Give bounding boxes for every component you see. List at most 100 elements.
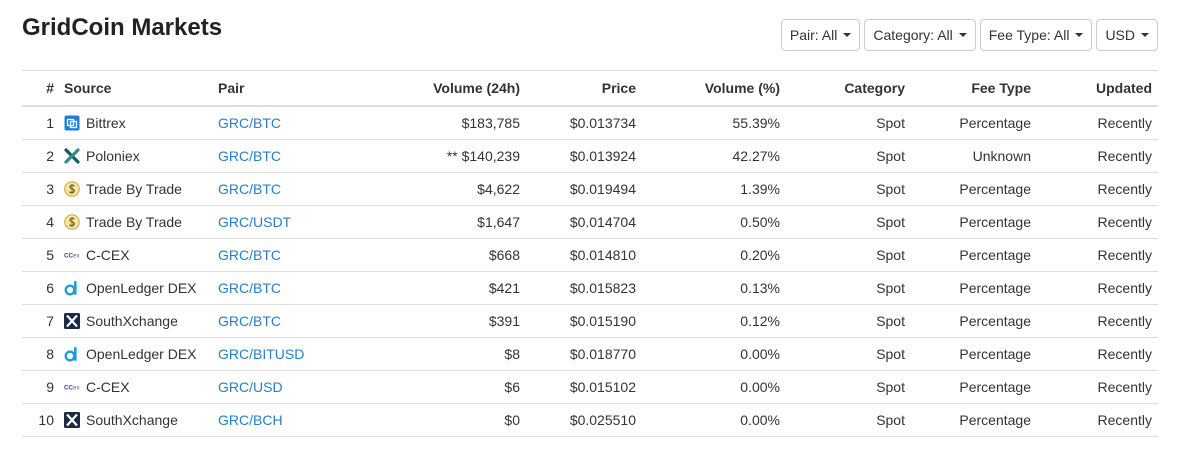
fee-type-filter-dropdown[interactable]: Fee Type: All (979, 19, 1093, 51)
category-cell: Spot (786, 205, 911, 239)
fee-type-cell: Unknown (911, 139, 1037, 173)
volume-cell: $0 (324, 403, 526, 437)
volume-pct-cell: 55.39% (642, 106, 786, 140)
pair-filter-dropdown[interactable]: Pair: All (780, 19, 861, 51)
header-volume-pct[interactable]: Volume (%) (642, 70, 786, 107)
table-row: 10 SouthXchange GRC/BCH $0 $0.025510 0.0… (22, 403, 1158, 437)
table-row: 9 CC ex C-CEX GRC/USD $6 $0.015102 0.00% … (22, 370, 1158, 404)
price-cell: $0.018770 (526, 337, 642, 371)
pair-link[interactable]: GRC/BTC (218, 313, 281, 329)
rank-cell: 1 (22, 106, 58, 140)
fee-type-cell: Percentage (911, 304, 1037, 338)
openledger-icon (64, 280, 80, 296)
volume-pct-cell: 0.00% (642, 337, 786, 371)
pair-link[interactable]: GRC/BTC (218, 280, 281, 296)
category-cell: Spot (786, 172, 911, 206)
pair-cell: GRC/BTC (212, 238, 324, 272)
rank-cell: 10 (22, 403, 58, 437)
trade-by-trade-icon (64, 214, 80, 230)
header-price[interactable]: Price (526, 70, 642, 107)
svg-text:CC: CC (64, 385, 74, 392)
source-cell: SouthXchange (58, 403, 212, 437)
fee-type-cell: Percentage (911, 172, 1037, 206)
table-row: 2 Poloniex GRC/BTC ** $140,239 $0.013924… (22, 139, 1158, 173)
source-name: OpenLedger DEX (86, 280, 197, 296)
caret-down-icon (958, 33, 967, 37)
category-filter-label: Category: All (873, 27, 953, 43)
rank-cell: 9 (22, 370, 58, 404)
source-cell: Trade By Trade (58, 205, 212, 239)
volume-pct-cell: 0.00% (642, 370, 786, 404)
updated-cell: Recently (1037, 403, 1158, 437)
category-cell: Spot (786, 370, 911, 404)
volume-cell: $421 (324, 271, 526, 305)
updated-cell: Recently (1037, 238, 1158, 272)
caret-down-icon (843, 33, 852, 37)
fee-type-cell: Percentage (911, 238, 1037, 272)
openledger-icon (64, 346, 80, 362)
header-rank[interactable]: # (22, 70, 58, 107)
pair-link[interactable]: GRC/BTC (218, 148, 281, 164)
category-cell: Spot (786, 304, 911, 338)
pair-cell: GRC/BITUSD (212, 337, 324, 371)
volume-cell: $8 (324, 337, 526, 371)
pair-link[interactable]: GRC/USDT (218, 214, 292, 230)
markets-table: # Source Pair Volume (24h) Price Volume … (22, 70, 1158, 437)
pair-link[interactable]: GRC/BTC (218, 181, 281, 197)
pair-link[interactable]: GRC/BTC (218, 247, 281, 263)
table-header-row: # Source Pair Volume (24h) Price Volume … (22, 70, 1158, 107)
pair-link[interactable]: GRC/BTC (218, 115, 281, 131)
fee-type-cell: Percentage (911, 370, 1037, 404)
c-cex-icon: CC ex (64, 247, 81, 263)
header-source[interactable]: Source (58, 70, 212, 107)
volume-pct-cell: 0.13% (642, 271, 786, 305)
price-cell: $0.015102 (526, 370, 642, 404)
pair-link[interactable]: GRC/USD (218, 379, 283, 395)
rank-cell: 5 (22, 238, 58, 272)
updated-cell: Recently (1037, 106, 1158, 140)
pair-cell: GRC/BTC (212, 139, 324, 173)
pair-link[interactable]: GRC/BITUSD (218, 346, 305, 362)
fee-type-filter-label: Fee Type: All (988, 27, 1070, 43)
volume-cell: $4,622 (324, 172, 526, 206)
table-row: 5 CC ex C-CEX GRC/BTC $668 $0.014810 0.20… (22, 238, 1158, 272)
pair-cell: GRC/BCH (212, 403, 324, 437)
updated-cell: Recently (1037, 304, 1158, 338)
volume-cell: ** $140,239 (324, 139, 526, 173)
price-cell: $0.013924 (526, 139, 642, 173)
pair-cell: GRC/BTC (212, 172, 324, 206)
table-row: 7 SouthXchange GRC/BTC $391 $0.015190 0.… (22, 304, 1158, 338)
volume-cell: $1,647 (324, 205, 526, 239)
pair-filter-label: Pair: All (789, 27, 838, 43)
currency-dropdown[interactable]: USD (1096, 19, 1158, 51)
volume-cell: $6 (324, 370, 526, 404)
volume-cell: $668 (324, 238, 526, 272)
category-cell: Spot (786, 271, 911, 305)
source-name: C-CEX (86, 247, 130, 263)
table-row: 4 Trade By Trade GRC/USDT $1,647 $0.0147… (22, 205, 1158, 239)
caret-down-icon (1075, 33, 1084, 37)
pair-cell: GRC/BTC (212, 304, 324, 338)
currency-label: USD (1105, 27, 1135, 43)
header-fee-type[interactable]: Fee Type (911, 70, 1037, 107)
source-name: Trade By Trade (86, 181, 182, 197)
fee-type-cell: Percentage (911, 271, 1037, 305)
header-category[interactable]: Category (786, 70, 911, 107)
updated-cell: Recently (1037, 139, 1158, 173)
source-cell: Bittrex (58, 106, 212, 140)
volume-pct-cell: 1.39% (642, 172, 786, 206)
price-cell: $0.019494 (526, 172, 642, 206)
pair-link[interactable]: GRC/BCH (218, 412, 283, 428)
header-pair[interactable]: Pair (212, 70, 324, 107)
table-row: 8 OpenLedger DEX GRC/BITUSD $8 $0.018770… (22, 337, 1158, 371)
source-cell: OpenLedger DEX (58, 337, 212, 371)
category-filter-dropdown[interactable]: Category: All (864, 19, 976, 51)
price-cell: $0.015190 (526, 304, 642, 338)
rank-cell: 3 (22, 172, 58, 206)
volume-cell: $391 (324, 304, 526, 338)
header-updated[interactable]: Updated (1037, 70, 1158, 107)
southxchange-icon (64, 412, 80, 428)
header-volume[interactable]: Volume (24h) (324, 70, 526, 107)
filter-bar: Pair: All Category: All Fee Type: All US… (780, 19, 1158, 51)
updated-cell: Recently (1037, 172, 1158, 206)
